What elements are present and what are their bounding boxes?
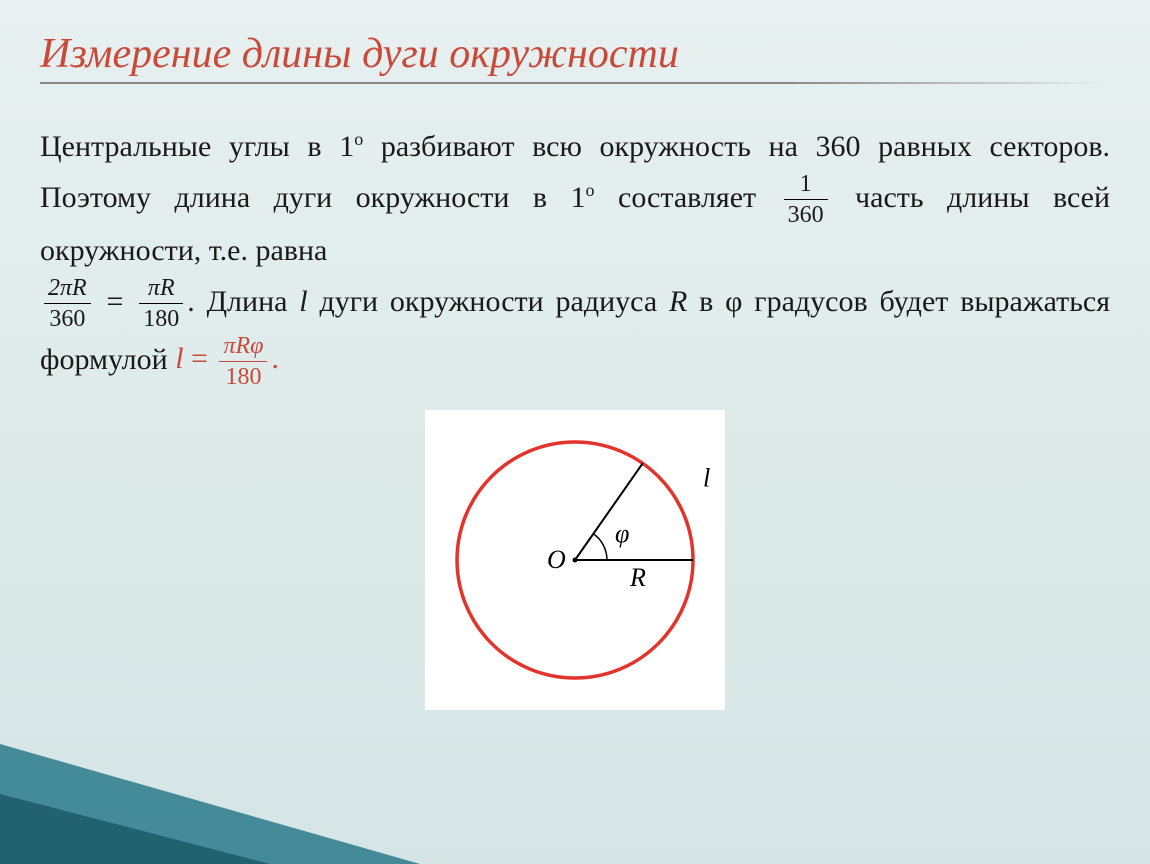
fraction-num: πR xyxy=(139,275,183,304)
text-run: дуги окружности радиуса xyxy=(308,285,669,318)
fraction-num: 1 xyxy=(784,171,828,200)
circle-diagram: O Rφ l xyxy=(425,410,725,710)
fraction: πRφ180 xyxy=(219,333,267,391)
diagram-container: O Rφ l xyxy=(40,410,1110,710)
text-run: составляет xyxy=(595,180,780,213)
fraction-den: 180 xyxy=(219,362,267,390)
text-run: Центральные углы в 1 xyxy=(40,130,354,163)
main-formula: l = πRφ180. xyxy=(175,342,279,375)
formula-lhs: l xyxy=(175,342,183,375)
text-superscript: о xyxy=(586,179,595,199)
slide-title: Измерение длины дуги окружности xyxy=(40,30,1110,78)
title-underline xyxy=(40,82,1110,84)
var-l: l xyxy=(299,285,307,318)
body-text: Центральные углы в 1о разбивают всю окру… xyxy=(40,124,1110,390)
equals: = xyxy=(95,285,136,318)
fraction-den: 360 xyxy=(784,200,828,228)
formula-dot: . xyxy=(271,342,279,375)
fraction: πR180 xyxy=(139,275,183,333)
diagram-svg: O Rφ l xyxy=(425,410,725,710)
text-superscript: о xyxy=(354,129,363,149)
var-R: R xyxy=(669,285,687,318)
fraction: 1360 xyxy=(784,171,828,229)
slide: Измерение длины дуги окружности Централь… xyxy=(0,0,1150,864)
fraction: 2πR360 xyxy=(44,275,91,333)
fraction-num: 2πR xyxy=(44,275,91,304)
formula-equals: = xyxy=(184,342,216,375)
svg-text:O: O xyxy=(547,545,566,574)
svg-text:φ: φ xyxy=(615,519,629,548)
fraction-num: πRφ xyxy=(219,333,267,362)
fraction-den: 180 xyxy=(139,304,183,332)
svg-text:l: l xyxy=(703,464,710,493)
svg-text:R: R xyxy=(629,563,646,592)
fraction-den: 360 xyxy=(44,304,91,332)
text-run: . Длина xyxy=(187,285,299,318)
